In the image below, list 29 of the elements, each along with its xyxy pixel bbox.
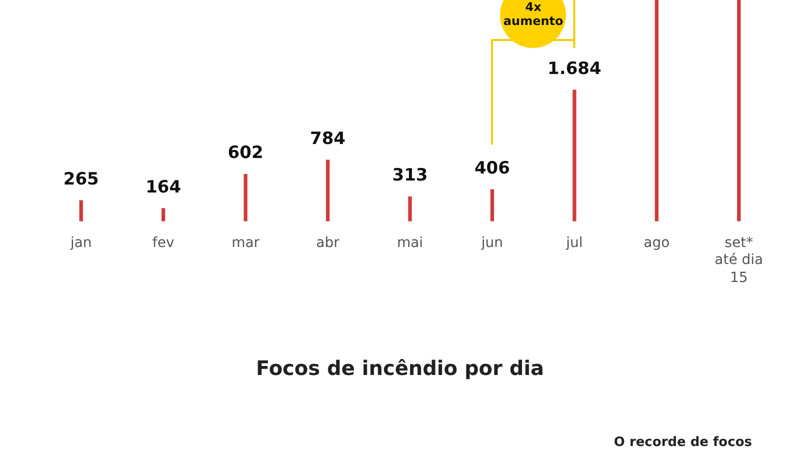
text: Focos de incêndio por dia: [256, 356, 544, 380]
x-tick-label: jul: [565, 235, 583, 252]
bar: [408, 196, 412, 222]
x-tick-label: jun: [480, 235, 504, 252]
data-label: 265: [63, 169, 99, 190]
x-tick-label: mar: [232, 235, 260, 252]
bar: [326, 160, 330, 222]
bar: [162, 208, 166, 222]
data-label: 784: [310, 129, 346, 150]
bar: [654, 0, 658, 222]
bar: [572, 90, 576, 222]
x-tick-label: set*: [724, 235, 754, 252]
annotation: 4x aumento: [502, 0, 564, 28]
x-tick-label: mai: [396, 235, 424, 252]
bar: [490, 189, 494, 222]
data-label: 313: [392, 166, 428, 186]
text: até dia 15: [714, 251, 764, 288]
data-label: 164: [146, 177, 182, 198]
bar: [79, 200, 83, 222]
x-tick-label: jan: [69, 235, 92, 252]
x-tick-label: abr: [316, 235, 340, 252]
x-tick-label: ago: [644, 235, 670, 252]
bar: [244, 174, 248, 222]
data-label: 406: [474, 158, 510, 178]
bar: [737, 0, 741, 222]
data-label: 602: [228, 143, 264, 164]
x-tick-label: fev: [152, 235, 174, 252]
text: O recorde de focos: [614, 435, 752, 450]
data-label: 1.684: [548, 58, 602, 79]
